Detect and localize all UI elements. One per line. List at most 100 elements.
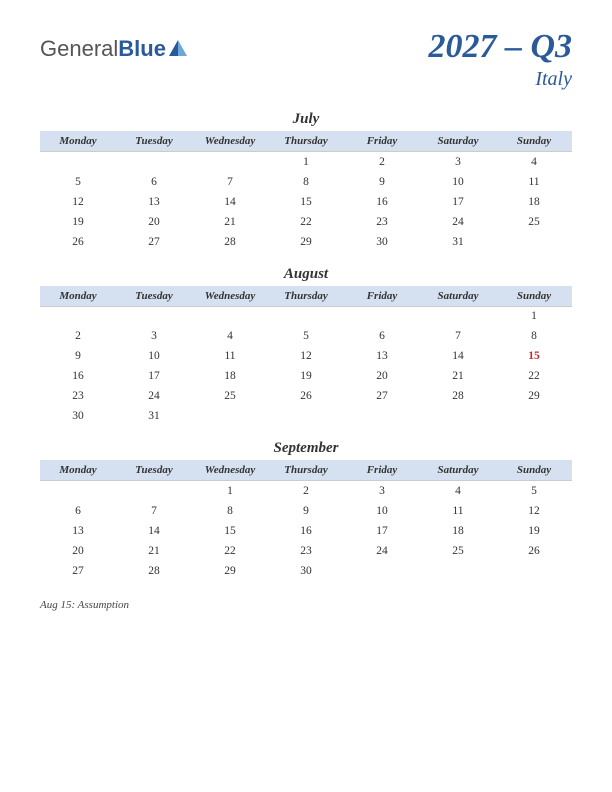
- day-cell: [268, 406, 344, 426]
- day-cell: 18: [192, 366, 268, 386]
- day-cell: 26: [268, 386, 344, 406]
- day-cell: 2: [268, 481, 344, 501]
- day-header: Saturday: [420, 460, 496, 481]
- day-cell: 18: [420, 521, 496, 541]
- day-cell: 16: [268, 521, 344, 541]
- day-header: Thursday: [268, 460, 344, 481]
- day-cell: 18: [496, 192, 572, 212]
- holidays-list: Aug 15: Assumption: [40, 599, 572, 611]
- day-cell: 5: [268, 326, 344, 346]
- day-cell: 28: [116, 561, 192, 581]
- day-cell: 7: [192, 172, 268, 192]
- day-header: Friday: [344, 460, 420, 481]
- day-cell: 24: [344, 541, 420, 561]
- day-cell: 23: [344, 212, 420, 232]
- day-cell: 7: [420, 326, 496, 346]
- day-cell: 31: [420, 232, 496, 252]
- day-cell: 6: [40, 501, 116, 521]
- day-cell: 21: [116, 541, 192, 561]
- day-cell: 4: [420, 481, 496, 501]
- day-cell: 13: [116, 192, 192, 212]
- day-cell: 30: [40, 406, 116, 426]
- day-cell: 1: [496, 306, 572, 326]
- day-cell: 17: [116, 366, 192, 386]
- day-cell: [192, 406, 268, 426]
- day-header: Tuesday: [116, 286, 192, 307]
- day-header: Monday: [40, 131, 116, 152]
- day-cell: 9: [40, 346, 116, 366]
- day-cell: 1: [192, 481, 268, 501]
- day-header: Sunday: [496, 286, 572, 307]
- day-cell: [116, 306, 192, 326]
- day-cell: 6: [116, 172, 192, 192]
- day-cell: 6: [344, 326, 420, 346]
- day-header: Thursday: [268, 131, 344, 152]
- day-cell: 29: [192, 561, 268, 581]
- day-cell: [116, 481, 192, 501]
- day-cell: 25: [496, 212, 572, 232]
- day-cell: [496, 406, 572, 426]
- day-cell: 17: [420, 192, 496, 212]
- day-cell: 9: [268, 501, 344, 521]
- day-cell: 21: [420, 366, 496, 386]
- day-cell: 11: [496, 172, 572, 192]
- day-cell: [344, 306, 420, 326]
- day-cell: 28: [420, 386, 496, 406]
- day-cell: 27: [40, 561, 116, 581]
- day-cell: 24: [116, 386, 192, 406]
- day-cell: [40, 152, 116, 172]
- calendar-table: MondayTuesdayWednesdayThursdayFridaySatu…: [40, 460, 572, 581]
- day-cell: 30: [268, 561, 344, 581]
- day-cell: 12: [40, 192, 116, 212]
- logo-text-2: Blue: [118, 36, 166, 62]
- day-cell: 20: [116, 212, 192, 232]
- day-cell: 15: [496, 346, 572, 366]
- day-cell: 26: [40, 232, 116, 252]
- day-cell: 28: [192, 232, 268, 252]
- day-cell: [420, 306, 496, 326]
- logo-text-1: General: [40, 36, 118, 62]
- month-block: SeptemberMondayTuesdayWednesdayThursdayF…: [40, 440, 572, 581]
- day-cell: [40, 481, 116, 501]
- day-cell: 23: [40, 386, 116, 406]
- day-cell: [344, 561, 420, 581]
- day-cell: 26: [496, 541, 572, 561]
- day-cell: [116, 152, 192, 172]
- day-cell: 22: [268, 212, 344, 232]
- day-cell: 17: [344, 521, 420, 541]
- day-cell: 8: [268, 172, 344, 192]
- day-header: Wednesday: [192, 131, 268, 152]
- day-cell: [420, 561, 496, 581]
- day-cell: 19: [40, 212, 116, 232]
- day-header: Wednesday: [192, 460, 268, 481]
- day-cell: 3: [420, 152, 496, 172]
- day-cell: 20: [40, 541, 116, 561]
- day-cell: 11: [420, 501, 496, 521]
- day-cell: 11: [192, 346, 268, 366]
- day-cell: 2: [40, 326, 116, 346]
- day-cell: 5: [496, 481, 572, 501]
- day-header: Saturday: [420, 286, 496, 307]
- day-cell: 22: [192, 541, 268, 561]
- day-cell: 12: [268, 346, 344, 366]
- day-cell: 24: [420, 212, 496, 232]
- day-cell: 12: [496, 501, 572, 521]
- day-cell: [420, 406, 496, 426]
- calendar-table: MondayTuesdayWednesdayThursdayFridaySatu…: [40, 131, 572, 252]
- day-cell: 4: [496, 152, 572, 172]
- day-header: Monday: [40, 460, 116, 481]
- month-block: AugustMondayTuesdayWednesdayThursdayFrid…: [40, 266, 572, 427]
- day-cell: 14: [192, 192, 268, 212]
- day-cell: 20: [344, 366, 420, 386]
- day-header: Thursday: [268, 286, 344, 307]
- day-cell: 25: [192, 386, 268, 406]
- day-cell: 10: [116, 346, 192, 366]
- month-name: August: [40, 266, 572, 283]
- day-cell: [344, 406, 420, 426]
- month-block: July MondayTuesdayWednesdayThursdayFriday…: [40, 111, 572, 252]
- month-name: July: [40, 111, 572, 128]
- day-cell: 19: [268, 366, 344, 386]
- day-cell: [192, 306, 268, 326]
- day-cell: 19: [496, 521, 572, 541]
- day-cell: 7: [116, 501, 192, 521]
